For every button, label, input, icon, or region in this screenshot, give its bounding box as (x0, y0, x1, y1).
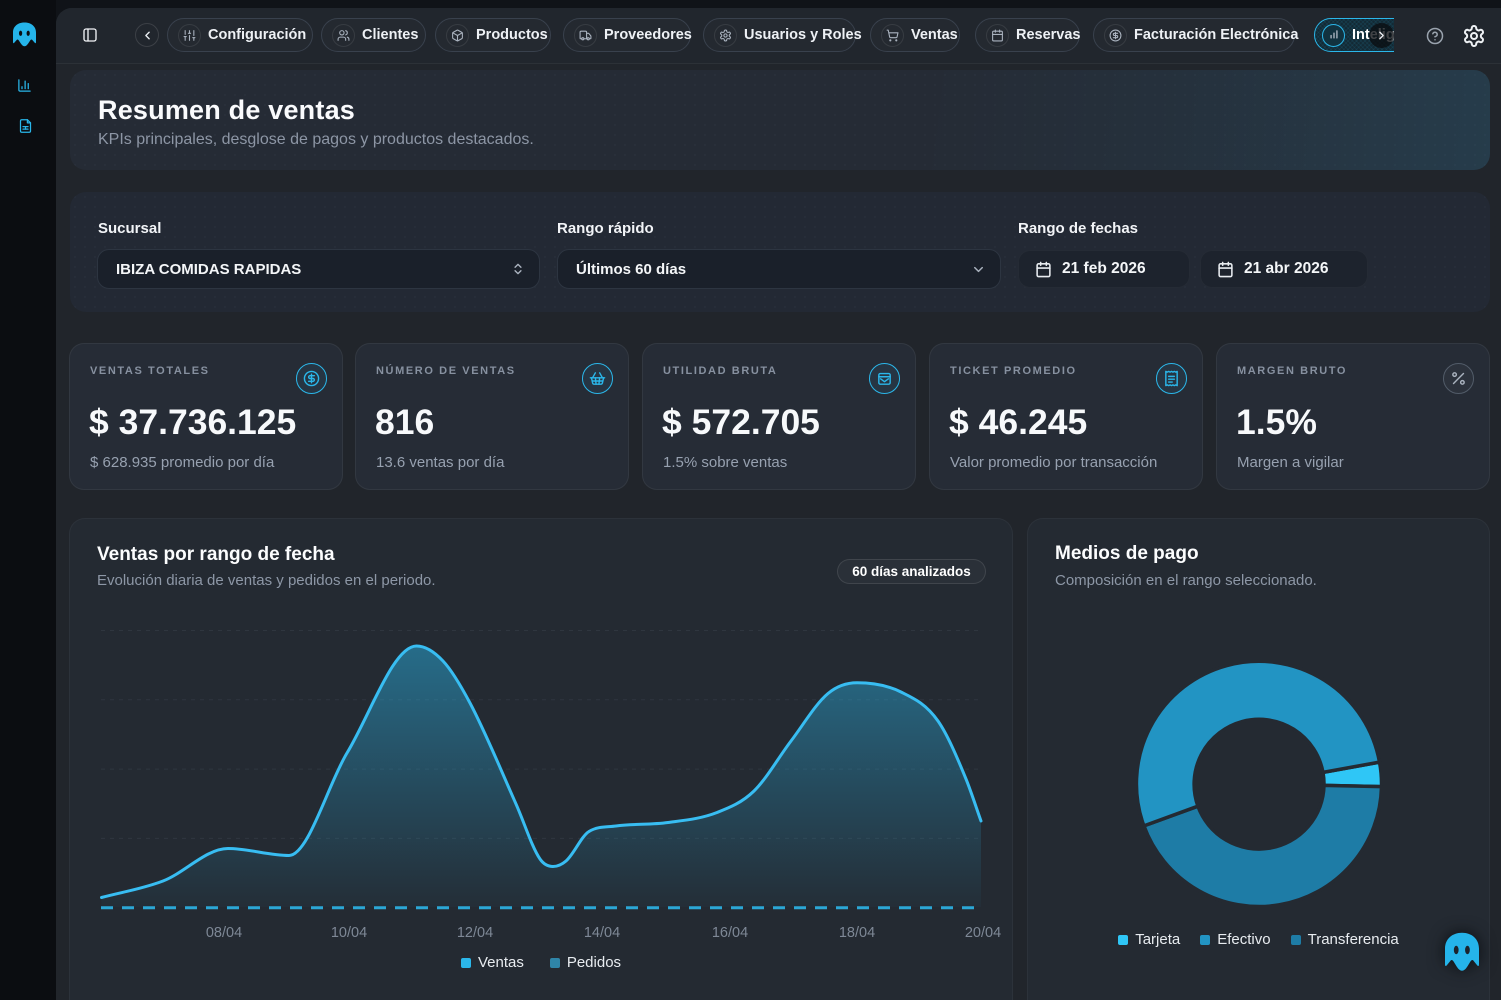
svg-text:12/04: 12/04 (457, 925, 493, 941)
svg-text:16/04: 16/04 (712, 925, 748, 941)
svg-text:20/04: 20/04 (965, 925, 1001, 941)
svg-text:08/04: 08/04 (206, 925, 242, 941)
svg-text:10/04: 10/04 (331, 925, 367, 941)
svg-text:18/04: 18/04 (839, 925, 875, 941)
svg-text:14/04: 14/04 (584, 925, 620, 941)
